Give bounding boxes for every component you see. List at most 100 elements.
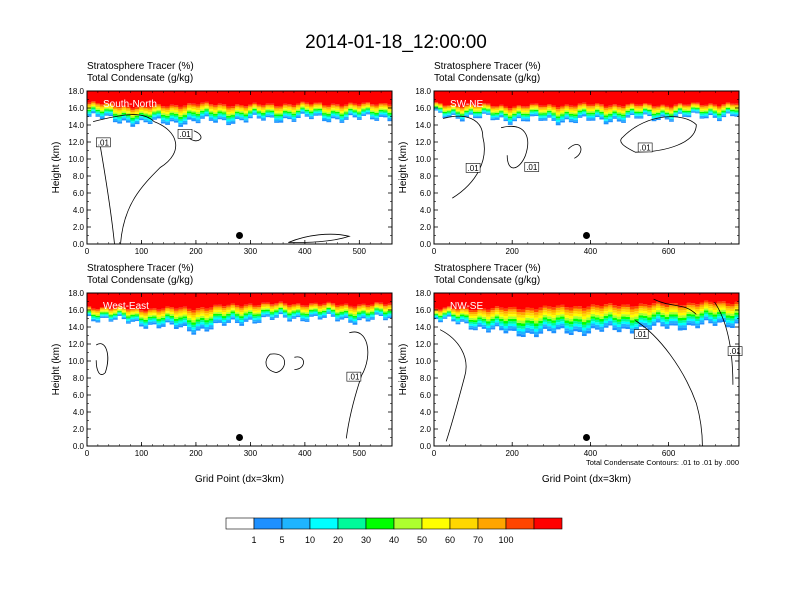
- tracer-cell: [638, 114, 644, 116]
- tracer-cell: [295, 312, 301, 315]
- tracer-cell: [599, 91, 605, 105]
- tracer-cell: [708, 301, 714, 305]
- tracer-cell: [104, 315, 109, 317]
- tracer-cell: [438, 315, 443, 318]
- tracer-cell: [213, 91, 218, 106]
- tracer-cell: [446, 112, 452, 114]
- tracer-cell: [139, 323, 144, 325]
- tracer-cell: [130, 123, 136, 126]
- tracer-cell: [455, 108, 461, 110]
- tracer-cell: [313, 109, 319, 111]
- tracer-cell: [108, 105, 114, 107]
- tracer-cell: [477, 107, 483, 110]
- tracer-cell: [725, 322, 731, 325]
- tracer-cell: [455, 112, 461, 114]
- tracer-cell: [703, 107, 709, 109]
- tracer-cell: [503, 112, 509, 114]
- tracer-cell: [577, 311, 583, 315]
- tracer-cell: [243, 119, 249, 121]
- tracer-cell: [282, 113, 288, 116]
- tracer-cell: [295, 308, 301, 311]
- tracer-cell: [256, 107, 262, 109]
- tracer-cell: [473, 115, 478, 117]
- tracer-cell: [265, 306, 271, 309]
- tracer-cell: [152, 309, 157, 312]
- tracer-cell: [468, 110, 474, 112]
- tracer-cell: [313, 302, 319, 305]
- tracer-cell: [656, 301, 661, 304]
- tracer-cell: [112, 318, 118, 320]
- tracer-cell: [677, 105, 683, 107]
- tracer-cell: [147, 122, 153, 124]
- tracer-cell: [577, 110, 583, 113]
- tracer-cell: [152, 313, 157, 315]
- tracer-cell: [234, 107, 240, 109]
- panel-subtitle-tracer: Stratosphere Tracer (%): [87, 61, 194, 72]
- tracer-cell: [165, 314, 170, 316]
- tracer-cell: [695, 91, 700, 103]
- tracer-cell: [468, 317, 474, 320]
- tracer-cell: [629, 107, 635, 109]
- tracer-cell: [104, 316, 109, 318]
- tracer-cell: [555, 305, 561, 308]
- tracer-cell: [721, 111, 727, 114]
- tracer-cell: [573, 105, 578, 108]
- tracer-cell: [551, 307, 557, 310]
- tracer-cell: [239, 106, 245, 109]
- tracer-cell: [208, 119, 214, 121]
- tracer-cell: [442, 315, 448, 317]
- tracer-cell: [173, 326, 179, 330]
- tracer-cell: [459, 313, 465, 315]
- tracer-cell: [703, 115, 709, 117]
- tracer-cell: [274, 309, 279, 311]
- tracer-cell: [274, 106, 279, 108]
- tracer-cell: [581, 319, 587, 323]
- tracer-cell: [451, 320, 456, 322]
- tracer-cell: [256, 104, 262, 106]
- tracer-cell: [365, 105, 371, 108]
- tracer-cell: [339, 304, 345, 307]
- tracer-cell: [317, 310, 323, 313]
- tracer-cell: [642, 113, 648, 115]
- tracer-cell: [634, 321, 639, 325]
- tracer-cell: [322, 117, 327, 120]
- tracer-cell: [595, 307, 600, 310]
- x-tick-label: 100: [135, 449, 149, 458]
- tracer-cell: [143, 111, 149, 113]
- tracer-cell: [721, 113, 727, 115]
- tracer-cell: [725, 91, 731, 103]
- tracer-cell: [717, 303, 722, 306]
- tracer-cell: [699, 302, 705, 305]
- tracer-cell: [112, 311, 118, 313]
- tracer-cell: [217, 306, 223, 309]
- tracer-cell: [581, 333, 587, 337]
- tracer-cell: [669, 118, 674, 121]
- tracer-cell: [239, 118, 245, 121]
- tracer-cell: [178, 114, 184, 117]
- tracer-cell: [370, 105, 375, 108]
- tracer-cell: [134, 91, 140, 108]
- tracer-cell: [612, 107, 618, 109]
- tracer-cell: [603, 113, 609, 116]
- tracer-cell: [490, 110, 496, 112]
- tracer-cell: [568, 107, 574, 109]
- tracer-cell: [204, 106, 210, 108]
- tracer-cell: [577, 306, 583, 309]
- tracer-cell: [730, 306, 735, 309]
- tracer-cell: [481, 293, 487, 309]
- tracer-cell: [252, 316, 258, 319]
- tracer-cell: [656, 316, 661, 319]
- tracer-cell: [686, 110, 692, 113]
- tracer-cell: [221, 115, 227, 118]
- tracer-cell: [703, 108, 709, 111]
- tracer-cell: [274, 116, 279, 118]
- tracer-cell: [278, 312, 284, 315]
- tracer-cell: [213, 319, 218, 322]
- tracer-cell: [160, 109, 166, 112]
- tracer-cell: [547, 113, 552, 115]
- tracer-cell: [226, 114, 231, 116]
- tracer-cell: [182, 314, 188, 317]
- tracer-cell: [95, 111, 101, 113]
- tracer-cell: [717, 110, 722, 113]
- tracer-cell: [112, 314, 118, 317]
